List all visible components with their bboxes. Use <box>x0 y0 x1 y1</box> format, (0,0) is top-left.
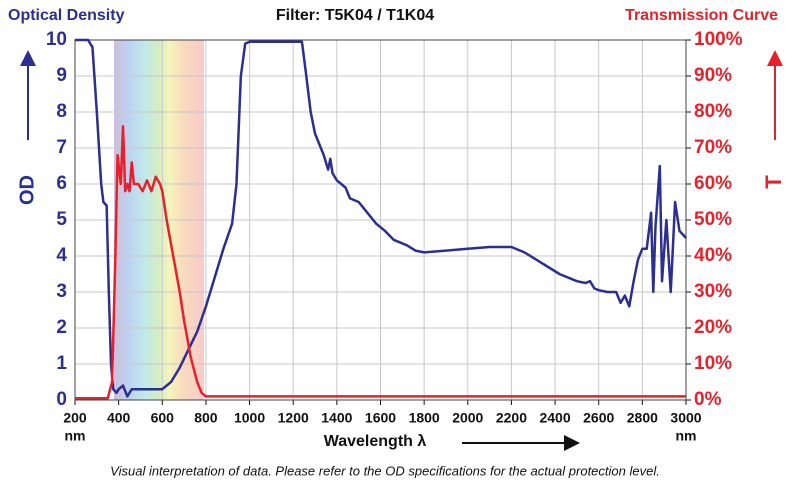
x-tick-label: 2400 <box>539 410 570 426</box>
y2-axis-label: T <box>761 175 786 189</box>
x-tick-label: 2200 <box>496 410 527 426</box>
x-tick-label: 400 <box>107 410 131 426</box>
x-tick-label: 2000 <box>452 410 483 426</box>
x-tick-label: 1400 <box>321 410 352 426</box>
x-axis-label: Wavelength λ <box>324 433 427 450</box>
y-tick-label: 0 <box>56 389 67 410</box>
series-line <box>75 38 687 398</box>
x-tick-label: 2600 <box>583 410 614 426</box>
y-tick-label: 2 <box>56 317 67 338</box>
od-series-title: Optical Density <box>8 7 125 24</box>
x-tick-label: 1800 <box>409 410 440 426</box>
y2-tick-label: 80% <box>694 101 732 122</box>
y2-tick-label: 70% <box>694 137 732 158</box>
x-tick-label: 1000 <box>234 410 265 426</box>
y2-tick-label: 50% <box>694 209 732 230</box>
x-tick-label: 600 <box>151 410 175 426</box>
y-tick-label: 9 <box>56 65 67 86</box>
x-tick-label: 200 <box>63 410 87 426</box>
x-tick-label: 3000 <box>670 410 701 426</box>
y-tick-label: 5 <box>56 209 67 230</box>
y-tick-label: 4 <box>56 245 67 266</box>
y2-tick-label: 100% <box>694 29 743 50</box>
x-tick-label: 1600 <box>365 410 396 426</box>
x-tick-label: 2800 <box>627 410 658 426</box>
y-tick-label: 6 <box>56 173 67 194</box>
x-tick-label: 1200 <box>278 410 309 426</box>
transmission-series-title: Transmission Curve <box>625 7 778 24</box>
y2-tick-label: 0% <box>694 389 722 410</box>
x-unit-right: nm <box>676 428 697 444</box>
y-tick-label: 10 <box>46 29 67 50</box>
y2-tick-label: 40% <box>694 245 732 266</box>
series-line <box>75 125 686 400</box>
y2-tick-label: 30% <box>694 281 732 302</box>
y-axis-label: OD <box>16 175 38 205</box>
x-unit-left: nm <box>65 428 86 444</box>
y2-tick-label: 10% <box>694 353 732 374</box>
footnote: Visual interpretation of data. Please re… <box>110 463 660 478</box>
y-tick-label: 1 <box>56 353 67 374</box>
chart-title: Filter: T5K04 / T1K04 <box>276 7 434 24</box>
y-tick-label: 3 <box>56 281 67 302</box>
y-tick-label: 8 <box>56 101 67 122</box>
x-tick-label: 800 <box>194 410 218 426</box>
y2-tick-label: 90% <box>694 65 732 86</box>
plot-frame <box>74 39 687 401</box>
y-tick-label: 7 <box>56 137 67 158</box>
y2-tick-label: 20% <box>694 317 732 338</box>
y2-tick-label: 60% <box>694 173 732 194</box>
